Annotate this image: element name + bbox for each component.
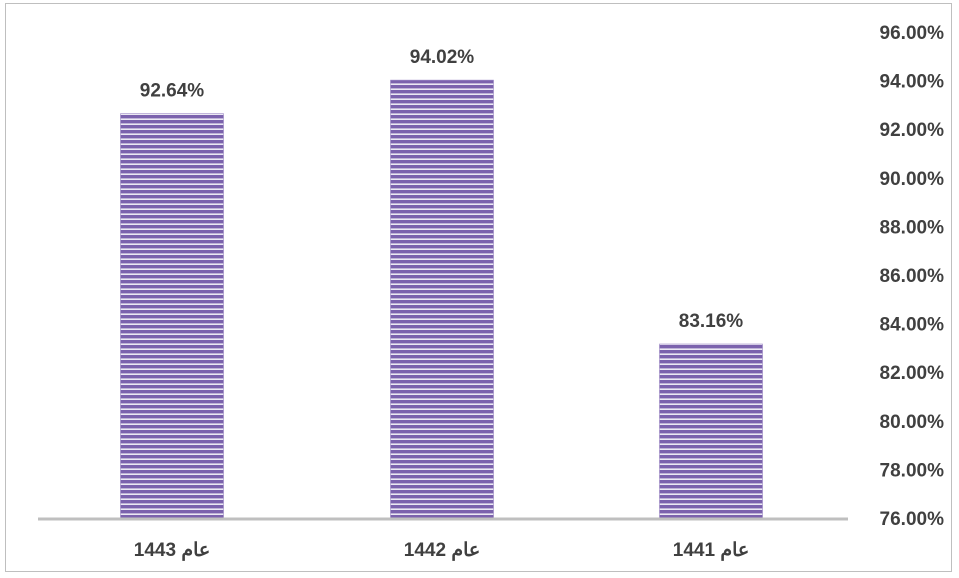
- y-tick-label: 84.00%: [880, 315, 945, 336]
- y-tick-label: 76.00%: [880, 509, 945, 530]
- category-labels: عام 1443 عام 1442 عام 1441: [134, 540, 749, 561]
- y-tick-label: 80.00%: [880, 412, 945, 433]
- y-tick-label: 90.00%: [880, 169, 945, 190]
- y-tick-label: 96.00%: [880, 23, 945, 44]
- y-tick-label: 88.00%: [880, 217, 945, 238]
- category-label: عام 1442: [404, 540, 480, 561]
- y-tick-label: 86.00%: [880, 266, 945, 287]
- y-axis-tick-labels: 76.00% 78.00% 80.00% 82.00% 84.00% 86.00% 88.0…: [880, 23, 945, 530]
- y-tick-label: 94.00%: [880, 72, 945, 93]
- category-label: عام 1441: [673, 540, 749, 561]
- bar: [390, 79, 494, 519]
- y-tick-label: 82.00%: [880, 363, 945, 384]
- bar: [120, 113, 224, 519]
- data-label: 83.16%: [679, 311, 744, 332]
- bars: [120, 79, 763, 519]
- data-labels: 92.64% 94.02% 83.16%: [140, 47, 744, 332]
- y-tick-label: 78.00%: [880, 460, 945, 481]
- category-label: عام 1443: [134, 540, 210, 561]
- y-tick-label: 92.00%: [880, 120, 945, 141]
- data-label: 92.64%: [140, 81, 205, 102]
- data-label: 94.02%: [410, 47, 475, 68]
- bar: [659, 343, 763, 519]
